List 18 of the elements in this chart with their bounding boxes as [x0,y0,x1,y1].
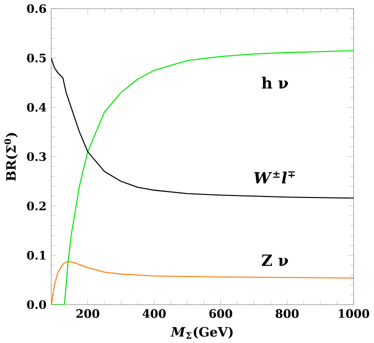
y-tick-label: 0.5 [27,54,46,62]
series-label: h ν [262,76,288,89]
x-tick-label: 400 [142,309,166,318]
x-tick-label: 200 [76,309,100,318]
y-axis-title: BR(Σ$^{0}$) [4,132,18,181]
y-tick-label: 0.6 [27,4,46,14]
y-tick-label: 0.0 [27,300,46,310]
series-label: Z ν [262,254,288,266]
y-tick-label: 0.1 [27,250,46,260]
y-tick-label: 0.4 [27,102,46,112]
series-label: W$^{±}$l$^{∓}$ [254,171,295,184]
x-axis-title: M$_{Σ}$(GeV) [170,326,233,339]
line-series [51,57,354,199]
y-tick-label: 0.3 [27,152,46,162]
y-tick-label: 0.2 [27,202,46,210]
x-tick-label: 600 [209,309,232,318]
x-tick-label: 800 [276,309,299,318]
x-tick-label: 1000 [338,309,370,318]
